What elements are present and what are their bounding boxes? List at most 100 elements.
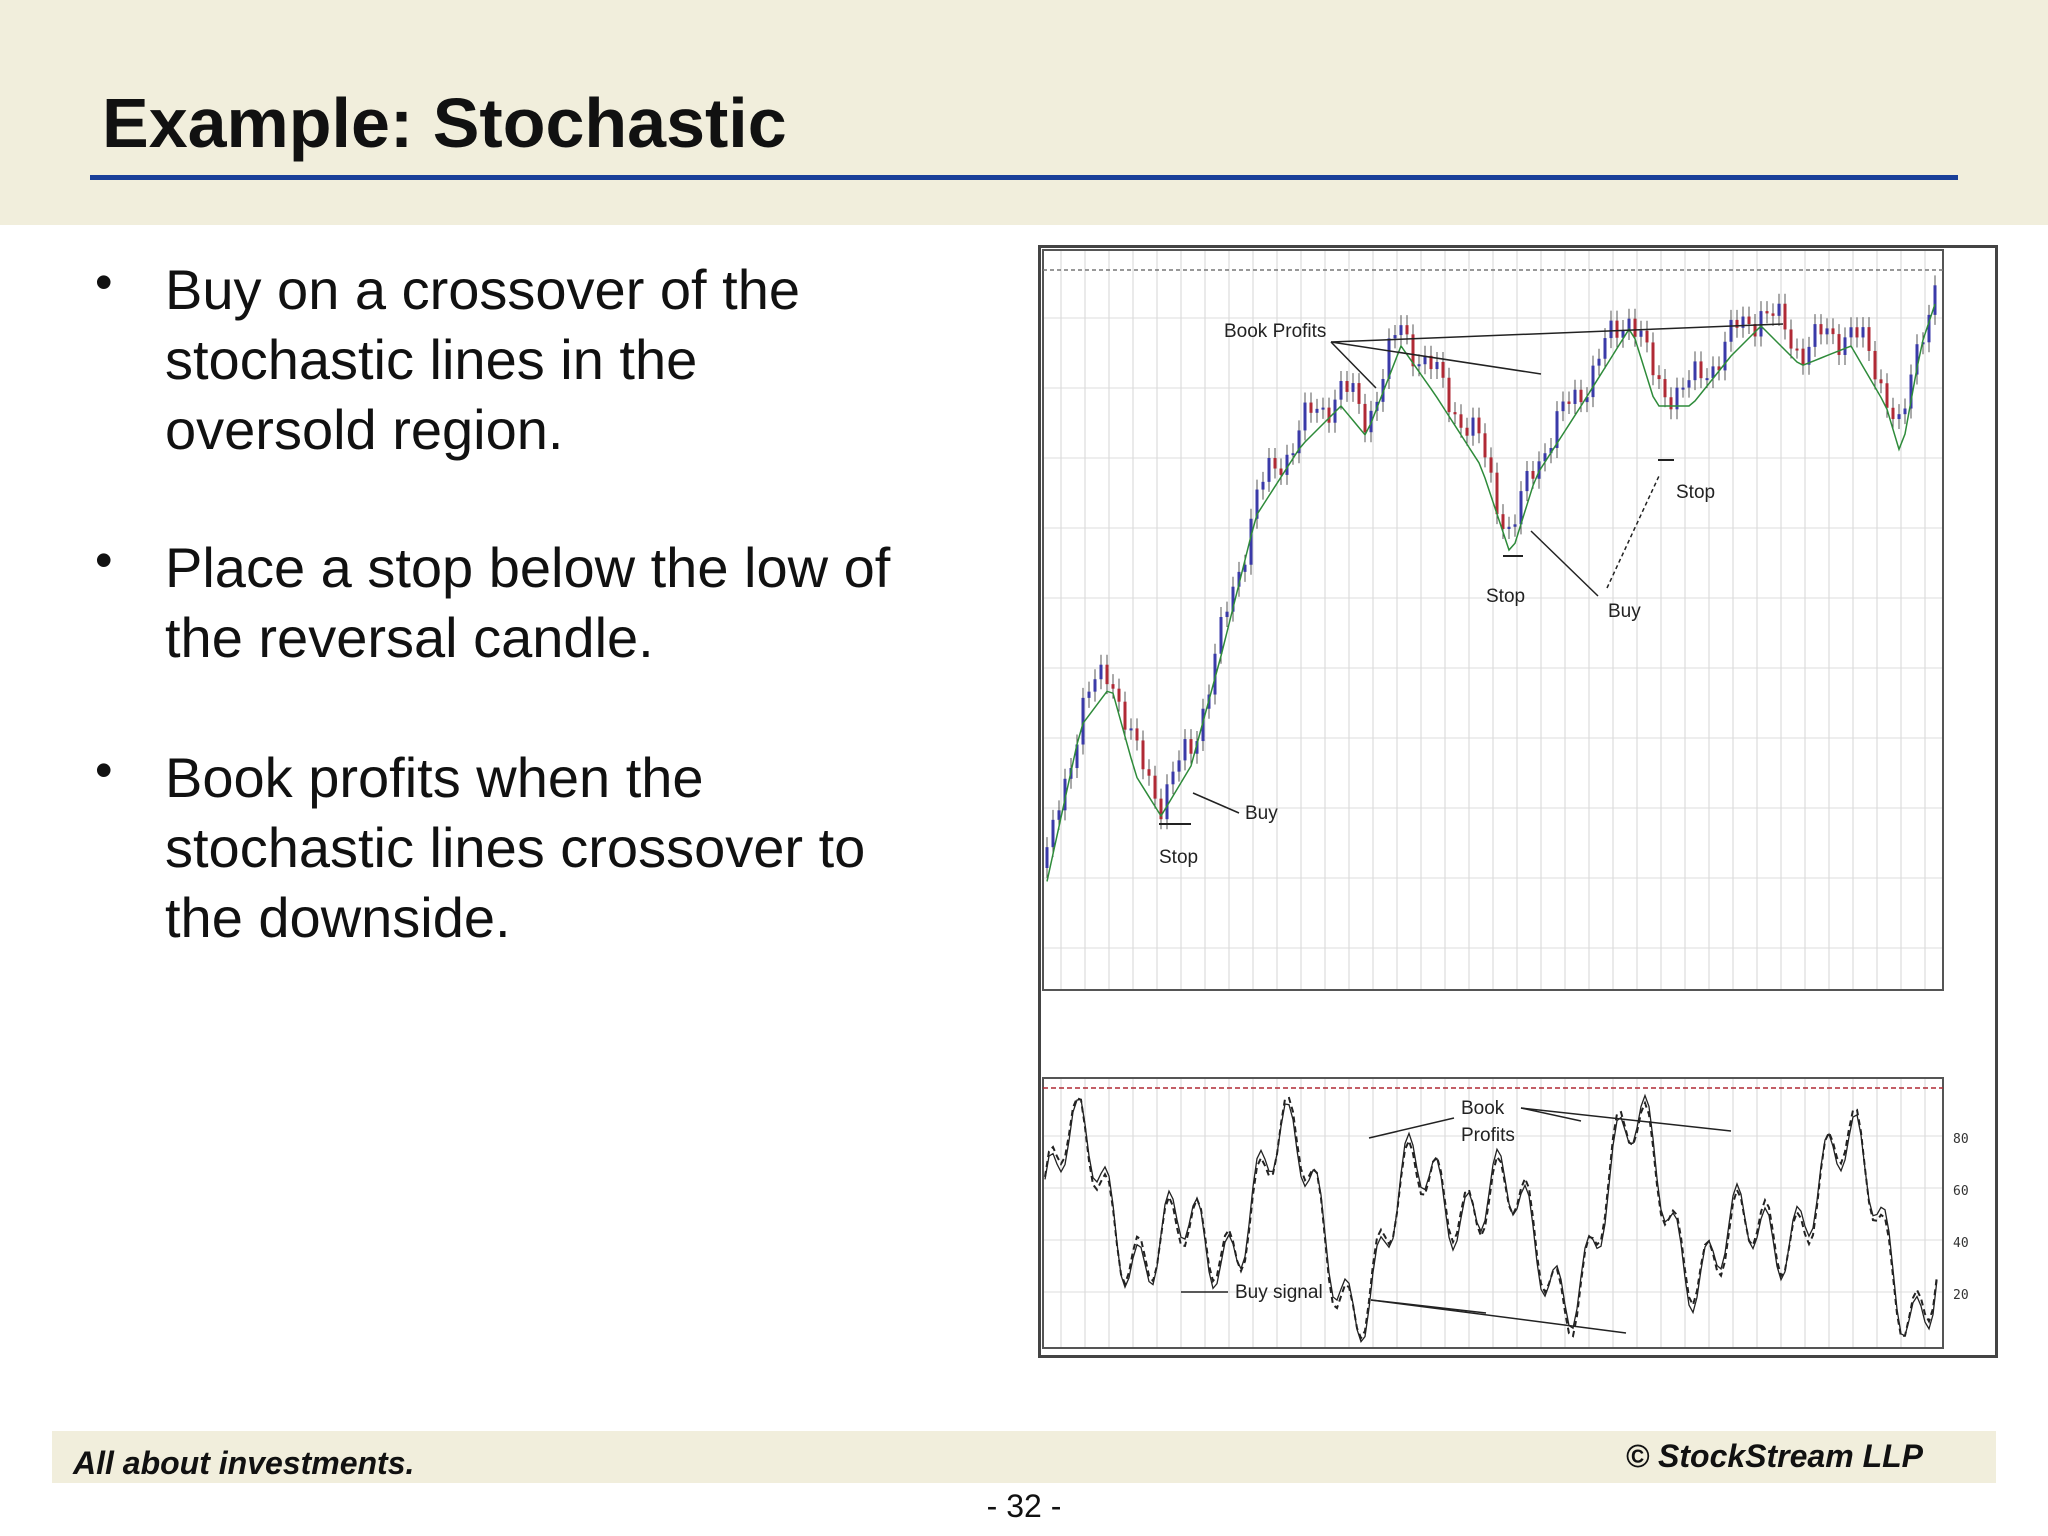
candle-body [1783, 303, 1787, 330]
candle-body [1723, 341, 1727, 371]
candle-body [1171, 771, 1175, 785]
annotation-arrow [1530, 530, 1599, 597]
candle-body [1099, 664, 1103, 680]
bullet-text: Book profits when the stochastic lines c… [165, 746, 866, 949]
candle-body [1237, 571, 1241, 587]
annotation-book-profits-line2: Profits [1461, 1125, 1515, 1146]
candle-body [1837, 334, 1841, 355]
candle-body [1777, 303, 1781, 316]
candle-body [1933, 285, 1937, 315]
candle-body [1231, 586, 1235, 612]
candle-body [1927, 314, 1931, 343]
price-panel-border [1042, 249, 1944, 991]
candle-body [1285, 454, 1289, 475]
candle-body [1795, 348, 1799, 351]
candle-body [1225, 611, 1229, 618]
header-band [0, 0, 2048, 225]
candle-body [1591, 365, 1595, 398]
candle-body [1435, 361, 1439, 370]
candle-body [1765, 311, 1769, 314]
candle-body [1915, 344, 1919, 375]
candle-body [1201, 708, 1205, 742]
candle-body [1213, 653, 1217, 695]
annotation-arrow [1330, 341, 1377, 389]
candle-body [1459, 414, 1463, 428]
candle-body [1513, 524, 1517, 527]
candle-body [1747, 316, 1751, 325]
candle-body [1645, 330, 1649, 343]
candle-body [1267, 457, 1271, 482]
candle-body [1615, 320, 1619, 338]
bullet-text: Buy on a crossover of the stochastic lin… [165, 258, 801, 461]
candle-body [1729, 319, 1733, 342]
candle-body [1489, 457, 1493, 473]
annotation-arrow [1520, 1107, 1732, 1132]
candle-body [1141, 740, 1145, 770]
candle-body [1117, 688, 1121, 702]
candle-body [1279, 468, 1283, 475]
candle-body [1429, 355, 1433, 370]
candle-body [1135, 728, 1139, 741]
candle-body [1789, 329, 1793, 349]
candle-body [1315, 408, 1319, 413]
candle-body [1093, 679, 1097, 692]
candle-body [1081, 697, 1085, 745]
candle-body [1309, 402, 1313, 413]
candle-body [1579, 389, 1583, 403]
candle-body [1447, 377, 1451, 413]
candle-body [1321, 407, 1325, 410]
candle-body [1051, 819, 1055, 848]
candle-body [1177, 760, 1181, 772]
candle-body [1387, 338, 1391, 379]
candle-body [1585, 397, 1589, 403]
candle-body [1495, 472, 1499, 515]
candle-body [1147, 769, 1151, 776]
candle-body [1075, 744, 1079, 769]
annotation-stop: Stop [1676, 482, 1715, 503]
candle-body [1903, 408, 1907, 415]
candle-body [1261, 481, 1265, 490]
slide-title: Example: Stochastic [102, 84, 787, 162]
bullet-dot: • [95, 532, 113, 588]
candle-body [1189, 739, 1193, 754]
candle-body [1897, 414, 1901, 420]
annotation-arrow [1520, 1107, 1582, 1122]
candle-body [1303, 402, 1307, 431]
candle-body [1741, 316, 1745, 328]
candle-body [1531, 470, 1535, 479]
candle-body [1405, 325, 1409, 335]
candle-body [1327, 407, 1331, 423]
candle-body [1249, 518, 1253, 565]
candle-body [1573, 389, 1577, 404]
candle-body [1687, 380, 1691, 388]
candle-body [1891, 407, 1895, 420]
stochastic-d-line [1044, 1093, 1938, 1343]
candle-body [1909, 374, 1913, 409]
candle-body [1273, 457, 1277, 469]
annotation-stop: Stop [1486, 586, 1525, 607]
candle-body [1555, 411, 1559, 448]
footer-band [52, 1431, 1996, 1483]
osc-level-label: 20 [1953, 1288, 1969, 1303]
candle-body [1543, 453, 1547, 462]
candle-body [1297, 430, 1301, 454]
candle-body [1813, 324, 1817, 347]
candle-body [1879, 379, 1883, 384]
candle-body [1567, 401, 1571, 404]
candle-body [1291, 453, 1295, 456]
price-grid [1043, 250, 1943, 990]
candle-body [1507, 526, 1511, 529]
candle-body [1639, 330, 1643, 337]
chart-svg: 80 60 40 20 Book Profits Buy Stop Stop B… [1042, 249, 1969, 1349]
footer-tagline: All about investments. [73, 1445, 415, 1481]
annotation-book-profits-line1: Book [1461, 1098, 1505, 1119]
candle-body [1423, 355, 1427, 365]
moving-average-line [1046, 303, 1936, 882]
annotation-arrow [1368, 1117, 1455, 1139]
candle-body [1717, 366, 1721, 371]
candle-body [1771, 313, 1775, 316]
bullet-dot: • [95, 742, 113, 798]
candle-body [1471, 417, 1475, 436]
candle-body [1345, 381, 1349, 392]
footer-copyright: © StockStream LLP [1625, 1438, 1923, 1474]
